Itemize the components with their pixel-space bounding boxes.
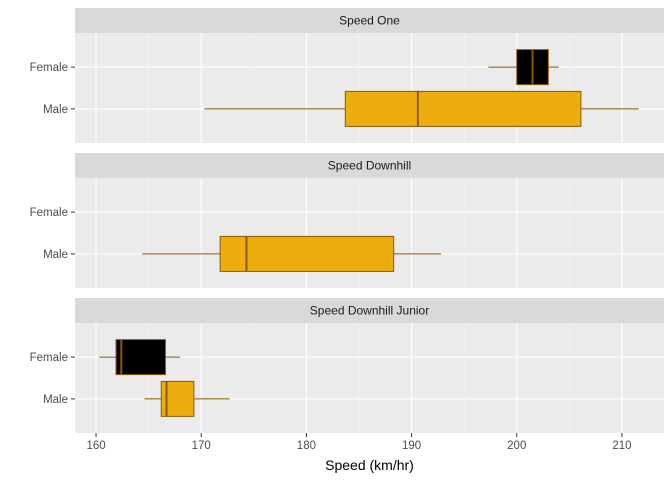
y-tick-label-3-male: Male bbox=[43, 394, 68, 406]
box-2-male-iqr bbox=[219, 235, 395, 272]
x-tick-label-4: 190 bbox=[402, 440, 421, 452]
y-tick-label-1-female: Female bbox=[30, 62, 68, 74]
y-tick-label-2-male: Male bbox=[43, 249, 68, 261]
y-tick-label-3-female: Female bbox=[30, 352, 68, 364]
facet-strip-label-2: Speed Downhill bbox=[328, 159, 411, 173]
x-tick-label-2: 170 bbox=[192, 440, 211, 452]
x-tick-label-1: 160 bbox=[86, 440, 105, 452]
x-tick-label-3: 180 bbox=[297, 440, 316, 452]
facet-strip-label-3: Speed Downhill Junior bbox=[310, 304, 429, 318]
box-3-female-iqr bbox=[115, 339, 166, 376]
x-axis-title: Speed (km/hr) bbox=[325, 457, 414, 473]
y-tick-label-2-female: Female bbox=[30, 207, 68, 219]
y-tick-label-1-male: Male bbox=[43, 104, 68, 116]
box-1-male-iqr bbox=[344, 90, 582, 127]
x-tick-label-6: 210 bbox=[612, 440, 631, 452]
facet-strip-2 bbox=[75, 153, 664, 178]
facet-strip-3 bbox=[75, 298, 664, 323]
x-tick-label-5: 200 bbox=[507, 440, 526, 452]
facet-strip-1 bbox=[75, 8, 664, 33]
facet-strip-label-1: Speed One bbox=[339, 14, 400, 28]
